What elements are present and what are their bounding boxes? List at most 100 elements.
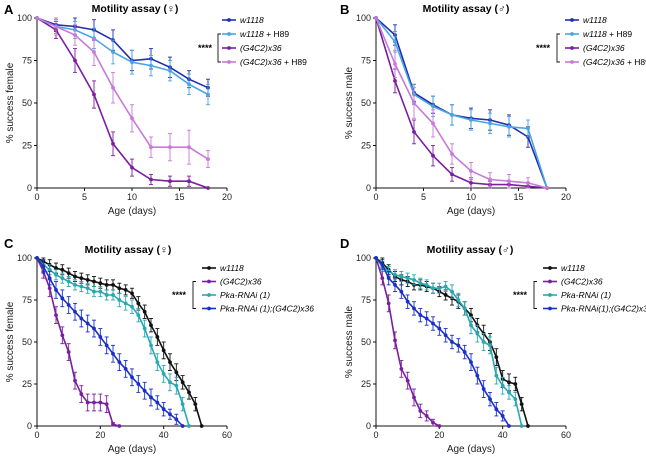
y-tick-label: 0 (366, 183, 371, 193)
data-point (475, 373, 480, 378)
data-point (393, 79, 397, 83)
data-point (206, 186, 210, 190)
data-point (168, 412, 172, 417)
data-point (412, 306, 416, 311)
data-point (117, 298, 122, 302)
data-point (130, 116, 134, 121)
data-point (73, 33, 77, 37)
panel-A: A Motility assay (♀) 0 25 50 75 100 0 5 10 15 20 Age… (4, 2, 307, 217)
data-point (149, 395, 153, 400)
legend-entry: w1118 + H89 (583, 29, 632, 39)
data-point (180, 424, 185, 428)
data-point (130, 60, 134, 65)
data-point (431, 286, 435, 291)
data-point (54, 313, 58, 318)
data-point (380, 262, 385, 267)
data-point (386, 276, 391, 281)
data-point (469, 181, 473, 185)
data-point (79, 392, 84, 396)
data-point (92, 400, 96, 405)
data-point (443, 333, 448, 338)
data-point (142, 309, 147, 314)
panel-letter: C (4, 236, 14, 251)
data-point (488, 177, 492, 182)
series-line (375, 257, 523, 427)
data-point (393, 338, 397, 343)
data-point (450, 289, 454, 294)
y-axis-label: % success male (344, 66, 355, 139)
y-tick-label: 0 (27, 183, 32, 193)
data-point (66, 279, 71, 284)
panel-letter: B (340, 2, 349, 17)
data-point (168, 380, 172, 385)
x-axis-label: Age (days) (108, 206, 156, 217)
data-point (513, 397, 518, 402)
data-point (92, 50, 96, 54)
series-line (375, 17, 548, 189)
data-point (180, 380, 185, 385)
data-point (412, 277, 416, 282)
series-3 (35, 256, 185, 428)
x-axis-label: Age (days) (447, 444, 495, 455)
data-point (111, 141, 115, 146)
y-tick-label: 0 (27, 421, 32, 431)
data-point (130, 165, 134, 170)
y-tick-label: 25 (22, 141, 32, 151)
data-point (54, 272, 58, 277)
series-line (36, 17, 209, 160)
data-point (79, 316, 84, 321)
x-tick-label: 0 (34, 430, 39, 440)
data-point (488, 397, 492, 402)
legend-marker (570, 18, 574, 22)
data-point (393, 39, 397, 44)
legend-entry: Pka-RNAi(1);(G4C2)x36 (561, 304, 646, 314)
series-1 (35, 256, 122, 428)
data-point (111, 85, 115, 90)
data-point (92, 326, 96, 331)
significance-label: **** (198, 43, 213, 53)
data-point (123, 301, 128, 306)
series-2 (35, 256, 191, 428)
legend-entry: (G4C2)x36 + H89 (240, 57, 307, 67)
data-point (73, 58, 77, 63)
legend-entry: (G4C2)x36 (583, 43, 625, 53)
series-line (375, 17, 548, 189)
significance-bracket (556, 33, 560, 63)
y-tick-label: 75 (22, 295, 32, 305)
y-tick-label: 50 (361, 98, 371, 108)
x-tick-label: 40 (159, 430, 169, 440)
data-point (380, 276, 385, 281)
data-point (168, 179, 172, 184)
data-point (424, 282, 429, 287)
data-point (519, 424, 524, 428)
legend-marker (548, 293, 552, 297)
x-tick-label: 0 (373, 192, 378, 202)
y-tick-label: 50 (361, 337, 371, 347)
panel-C: C Motility assay (♀) 0 25 50 75 100 0 20 40 60 Age … (4, 236, 314, 455)
data-point (443, 293, 448, 297)
data-point (60, 267, 65, 272)
legend-entry: Pka-RNAi (1);(G4C2)x36 (220, 304, 314, 314)
series-3 (374, 256, 511, 428)
data-point (60, 333, 65, 338)
legend-entry: (G4C2)x36 (220, 277, 262, 287)
data-point (469, 323, 473, 328)
data-point (418, 408, 423, 413)
data-point (149, 63, 153, 68)
data-point (174, 383, 179, 388)
data-point (437, 326, 442, 331)
data-point (431, 321, 435, 326)
data-point (130, 375, 134, 380)
data-point (73, 378, 77, 383)
significance-bracket (217, 33, 221, 63)
data-point (60, 276, 65, 281)
series-0 (374, 16, 549, 190)
data-point (469, 118, 473, 122)
series-3 (35, 16, 210, 169)
y-tick-label: 100 (17, 253, 32, 263)
legend: w1118 w1118 + H89 (G4C2)x36 (G4C2)x36 + H89 (222, 15, 307, 67)
data-point (193, 402, 198, 407)
data-point (431, 104, 435, 109)
data-point (66, 271, 71, 276)
